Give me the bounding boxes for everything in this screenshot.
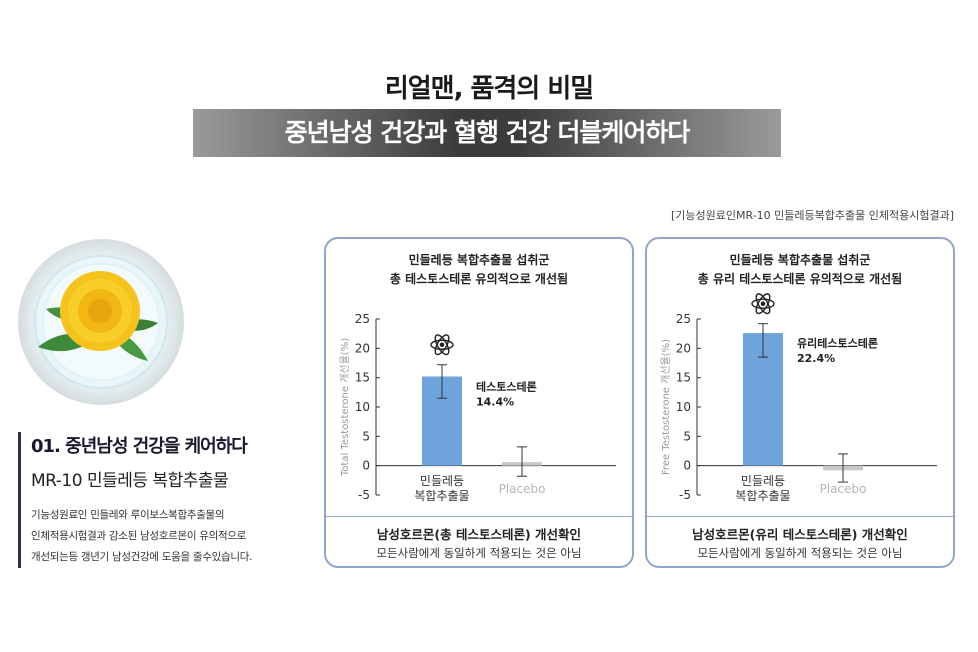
- y-tick-label: 25: [676, 312, 691, 326]
- y-tick-label: 20: [676, 341, 691, 355]
- chart-title-line2: 총 유리 테스토스테론 유의적으로 개선됨: [697, 272, 903, 286]
- feature-block: 01. 중년남성 건강을 케어하다 MR-10 민들레등 복합추출물 기능성원료…: [18, 432, 308, 568]
- chart-title-line1: 민들레등 복합추출물 섭취군: [408, 253, 550, 267]
- chart-title: 민들레등 복합추출물 섭취군 총 유리 테스토스테론 유의적으로 개선됨: [647, 251, 953, 289]
- atom-orbit: [434, 334, 450, 356]
- chart-card-free: 민들레등 복합추출물 섭취군 총 유리 테스토스테론 유의적으로 개선됨 Fre…: [645, 237, 955, 568]
- banner: 중년남성 건강과 혈행 건강 더블케어하다: [193, 109, 781, 157]
- y-tick-label: 15: [676, 371, 691, 385]
- chart-footer-title: 남성호르몬(유리 테스토스테론) 개선확인: [692, 527, 908, 542]
- atom-orbit: [434, 334, 450, 356]
- feature-description-line: 인체적용시험결과 감소된 남성호르몬이 유의적으로: [31, 530, 247, 542]
- atom-icon: [751, 293, 775, 315]
- x-tick-label-line: 복합추출물: [414, 489, 469, 503]
- feature-description-line: 개선되는등 갱년기 남성건강에 도움을 줄수있습니다.: [31, 551, 253, 563]
- y-axis-label: Total Testosterone 개선율(%): [339, 338, 351, 477]
- x-tick-label: Placebo: [820, 482, 867, 496]
- y-tick-label: 20: [355, 341, 370, 355]
- chart-footer-note: 모든사람에게 동일하게 적용되는 것은 아님: [697, 546, 903, 560]
- chart-footer-title: 남성호르몬(총 테스토스테론) 개선확인: [376, 527, 582, 542]
- y-tick-label: 10: [676, 400, 691, 414]
- atom-orbit: [430, 339, 454, 350]
- chart-title: 민들레등 복합추출물 섭취군 총 테스토스테론 유의적으로 개선됨: [326, 251, 632, 289]
- x-tick-label-line: Placebo: [499, 482, 546, 496]
- chart-total-testosterone: Total Testosterone 개선율(%) -5 0 5 10 15 20 25 민들레…: [339, 312, 616, 503]
- y-tick-label: 25: [355, 312, 370, 326]
- y-tick-label: -5: [358, 488, 370, 502]
- feature-title: 01. 중년남성 건강을 케어하다: [31, 436, 248, 457]
- y-axis-label: Free Testosterone 개선율(%): [660, 339, 672, 475]
- annotation-value: 22.4%: [797, 352, 835, 365]
- y-tick-label: 15: [355, 371, 370, 385]
- y-tick-label: -5: [679, 488, 691, 502]
- source-note: [기능성원료인MR-10 민들레등복합추출물 인체적용시험결과]: [671, 209, 954, 222]
- atom-icon: [430, 334, 454, 356]
- atom-nucleus: [760, 301, 766, 306]
- feature-description: 기능성원료인 민들레와 루이보스복합추출물의 인체적용시험결과 감소된 남성호르…: [31, 505, 308, 568]
- x-tick-label: 민들레등 복합추출물: [735, 474, 790, 503]
- x-tick-label-line: 복합추출물: [735, 489, 790, 503]
- chart-free-testosterone: Free Testosterone 개선율(%) -5 0 5 10 15 20 25 민들레등…: [660, 293, 937, 503]
- annotation-name: 유리테스토스테론: [797, 336, 878, 350]
- chart-footer-note: 모든사람에게 동일하게 적용되는 것은 아님: [376, 546, 582, 560]
- atom-orbit: [755, 293, 771, 315]
- y-tick-label: 5: [683, 429, 691, 443]
- chart-title-line1: 민들레등 복합추출물 섭취군: [729, 253, 871, 267]
- y-tick-label: 0: [683, 459, 691, 473]
- chart-card-total: 민들레등 복합추출물 섭취군 총 테스토스테론 유의적으로 개선됨 Total …: [324, 237, 634, 568]
- headline: 리얼맨, 품격의 비밀: [384, 74, 594, 104]
- dandelion-image: [18, 239, 184, 405]
- x-tick-label-line: 민들레등: [420, 474, 464, 488]
- annotation-value: 14.4%: [476, 395, 514, 408]
- y-tick-label: 5: [362, 429, 370, 443]
- atom-nucleus: [439, 342, 445, 348]
- chart-title-line2: 총 테스토스테론 유의적으로 개선됨: [389, 272, 569, 286]
- chart-footer: 남성호르몬(총 테스토스테론) 개선확인 모든사람에게 동일하게 적용되는 것은…: [326, 516, 632, 566]
- x-tick-label: Placebo: [499, 482, 546, 496]
- y-tick-label: 0: [362, 459, 370, 473]
- feature-description-line: 기능성원료인 민들레와 루이보스복합추출물의: [31, 509, 225, 521]
- y-tick-label: 10: [355, 400, 370, 414]
- feature-subtitle: MR-10 민들레등 복합추출물: [31, 471, 229, 491]
- annotation-name: 테스토스테론: [476, 379, 537, 393]
- x-tick-label-line: Placebo: [820, 482, 867, 496]
- atom-orbit: [751, 298, 775, 309]
- atom-orbit: [755, 293, 771, 315]
- chart-footer: 남성호르몬(유리 테스토스테론) 개선확인 모든사람에게 동일하게 적용되는 것…: [647, 516, 953, 566]
- x-tick-label-line: 민들레등: [741, 474, 785, 488]
- x-tick-label: 민들레등 복합추출물: [414, 474, 469, 503]
